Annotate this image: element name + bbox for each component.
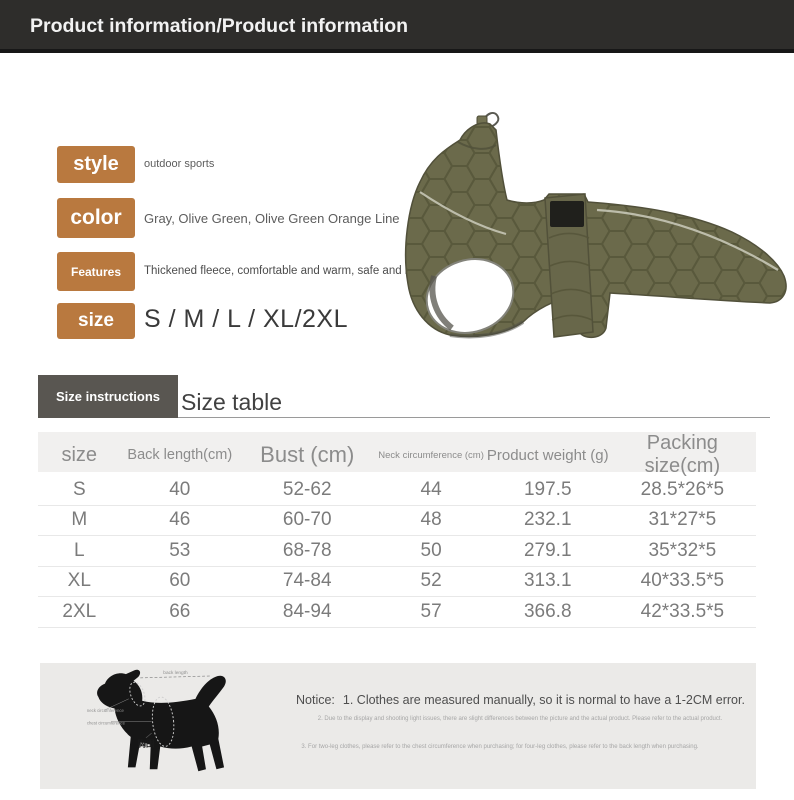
cell-neck: 50 <box>420 539 442 561</box>
cell-size: XL <box>67 570 91 592</box>
cell-bust: 52-62 <box>282 478 332 500</box>
page-title: Product information/Product information <box>30 15 409 37</box>
cell-packing: 31*27*5 <box>648 509 717 531</box>
table-row-2xl: 2XL 66 84-94 57 366.8 42*33.5*5 <box>38 597 756 628</box>
cell-weight: 366.8 <box>523 600 572 622</box>
attribute-value-features: Thickened fleece, comfortable and warm, … <box>144 265 451 277</box>
cell-weight: 232.1 <box>523 509 572 531</box>
attribute-label-size: size <box>57 303 135 339</box>
table-row-l: L 53 68-78 50 279.1 35*32*5 <box>38 536 756 567</box>
cell-neck: 44 <box>420 478 442 500</box>
chest-circumference-label: chest circumference <box>87 721 126 726</box>
column-header-size: size <box>61 443 98 466</box>
attribute-value-size: S / M / L / XL/2XL <box>144 305 348 333</box>
attribute-value-style: outdoor sports <box>144 158 215 170</box>
neck-circumference-label: neck circumference <box>87 708 125 713</box>
column-header-back-length: Back length(cm) <box>127 447 233 463</box>
cell-packing: 40*33.5*5 <box>640 570 725 592</box>
dog-measurement-diagram: back length neck circumference chest cir… <box>85 668 285 783</box>
cell-bust: 84-94 <box>282 600 332 622</box>
jacket-illustration <box>404 111 787 339</box>
cell-bust: 74-84 <box>282 570 332 592</box>
cell-size: L <box>73 539 85 561</box>
cell-weight: 279.1 <box>523 539 572 561</box>
table-row-s: S 40 52-62 44 197.5 28.5*26*5 <box>38 475 756 506</box>
cell-bust: 68-78 <box>282 539 332 561</box>
column-header-neck-circumference: Neck circumference (cm) <box>378 449 484 461</box>
cell-back-length: 66 <box>169 600 191 622</box>
notice-line-2: 2. Due to the display and shooting light… <box>317 716 723 722</box>
dog-silhouette-icon: back length neck circumference chest cir… <box>87 669 226 772</box>
cell-weight: 313.1 <box>523 570 572 592</box>
cell-packing: 35*32*5 <box>648 539 717 561</box>
cell-packing: 42*33.5*5 <box>640 600 725 622</box>
header-bar: Product information/Product information <box>0 0 794 53</box>
notice-panel: back length neck circumference chest cir… <box>40 663 756 789</box>
cell-bust: 60-70 <box>282 509 332 531</box>
cell-back-length: 53 <box>169 539 191 561</box>
table-row-xl: XL 60 74-84 52 313.1 40*33.5*5 <box>38 567 756 597</box>
size-table-heading: Size table <box>181 389 283 415</box>
cell-neck: 57 <box>420 600 442 622</box>
cell-back-length: 46 <box>169 509 191 531</box>
column-header-packing-size: Packing size(cm) <box>644 432 721 477</box>
column-header-product-weight: Product weight (g) <box>486 446 609 464</box>
attribute-label-style: style <box>57 146 135 183</box>
cell-size: 2XL <box>62 600 97 622</box>
product-jacket-image <box>392 88 794 373</box>
cell-neck: 52 <box>420 570 442 592</box>
back-length-label: back length <box>163 670 188 676</box>
notice-line-3: 3. For two-leg clothes, please refer to … <box>301 744 699 750</box>
column-header-bust: Bust (cm) <box>260 442 355 467</box>
cell-packing: 28.5*26*5 <box>640 478 725 500</box>
size-table-body: S 40 52-62 44 197.5 28.5*26*5 M 46 60-70… <box>38 475 756 628</box>
size-table-header-row: size Back length(cm) Bust (cm) Neck circ… <box>38 432 756 477</box>
cell-back-length: 60 <box>169 570 191 592</box>
cell-size: M <box>71 509 88 531</box>
notice-text-1: 1. Clothes are measured manually, so it … <box>342 693 745 707</box>
attribute-value-color: Gray, Olive Green, Olive Green Orange Li… <box>144 211 400 226</box>
heading-divider <box>178 417 770 418</box>
size-instructions-tab: Size instructions <box>38 375 178 418</box>
notice-line-1: Notice: 1. Clothes are measured manually,… <box>296 693 756 707</box>
cell-back-length: 40 <box>169 478 191 500</box>
attribute-label-features: Features <box>57 252 135 291</box>
chest-cn-label: 胸围 <box>137 737 155 748</box>
cell-size: S <box>72 478 86 500</box>
size-table: size Back length(cm) Bust (cm) Neck circ… <box>38 432 756 628</box>
cell-neck: 48 <box>420 509 442 531</box>
cell-weight: 197.5 <box>523 478 572 500</box>
notice-label: Notice: <box>296 693 335 707</box>
attribute-label-color: color <box>57 198 135 238</box>
table-row-m: M 46 60-70 48 232.1 31*27*5 <box>38 506 756 536</box>
